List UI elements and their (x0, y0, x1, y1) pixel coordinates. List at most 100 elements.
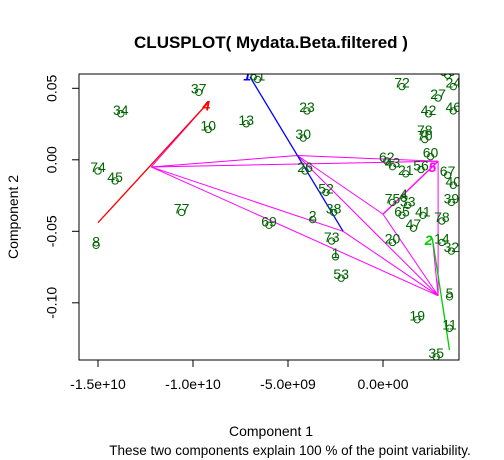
x-axis: -1.5e+10 -1.0e+10 -5.0e+09 0.0e+00 (70, 359, 409, 392)
point-label: 8 (92, 233, 100, 249)
cluster-label-2: 2 (424, 232, 433, 248)
point-marker (94, 167, 102, 175)
data-point: 79 (428, 57, 444, 73)
point-marker (322, 188, 330, 197)
point-marker (303, 107, 311, 115)
point-marker (253, 75, 262, 84)
data-point: 21 (398, 162, 414, 178)
point-marker (449, 82, 457, 91)
point-marker (449, 181, 457, 189)
point-label: 1 (332, 245, 340, 261)
point-marker (388, 198, 397, 207)
point-label: 74 (90, 159, 106, 175)
data-point: 10 (200, 117, 216, 133)
point-label: 72 (394, 75, 410, 91)
point-marker (445, 293, 454, 301)
point-marker (402, 170, 410, 178)
point-marker (413, 315, 421, 324)
data-point: 1 (332, 245, 340, 261)
point-label: 2 (309, 208, 317, 224)
point-marker (426, 152, 435, 161)
point-marker (383, 157, 391, 165)
data-point: 69 (261, 213, 277, 229)
point-marker (111, 177, 119, 185)
point-label: 32 (444, 239, 460, 255)
cluster-line-4 (97, 102, 209, 224)
point-label: 23 (299, 99, 315, 115)
point-label: 62 (379, 149, 395, 165)
point-marker (92, 241, 100, 250)
point-marker (195, 88, 203, 97)
point-label: 56 (413, 158, 429, 174)
point-label: 78 (417, 122, 433, 138)
point-label: 52 (318, 180, 334, 196)
point-label: 21 (398, 162, 414, 178)
point-marker (337, 274, 345, 282)
data-point: 5 (446, 285, 454, 301)
point-label: 13 (238, 112, 254, 128)
point-marker (438, 217, 446, 225)
point-marker (331, 253, 340, 261)
point-marker (404, 201, 412, 209)
point-marker (242, 120, 250, 128)
point-label: 38 (326, 200, 342, 216)
y-tick-label: 0.00 (44, 146, 60, 173)
chart-subtitle: These two components explain 100 % of th… (109, 443, 470, 458)
data-point: 23 (299, 99, 315, 115)
data-point: 38 (326, 200, 342, 216)
data-point: 37 (191, 80, 207, 96)
data-point: 60 (423, 145, 439, 161)
point-label: 73 (324, 229, 340, 245)
connector-line (297, 155, 439, 297)
data-point: 42 (421, 102, 437, 118)
y-tick-label: 0.05 (44, 74, 60, 101)
point-marker (447, 198, 456, 207)
y-axis: -0.10 -0.05 0.00 0.05 (44, 74, 80, 319)
point-label: 5 (446, 285, 454, 301)
point-label: 33 (400, 193, 416, 209)
point-marker (421, 135, 429, 144)
point-label: 27 (430, 86, 446, 102)
cluster-line-1 (249, 76, 344, 232)
point-marker (419, 211, 427, 219)
cluster-label-5: 5 (429, 159, 437, 175)
point-marker (433, 66, 439, 72)
data-point: 47 (406, 216, 422, 232)
data-point: 75 (385, 190, 401, 206)
point-marker (409, 224, 418, 232)
cluster-label-1: 1 (243, 67, 251, 83)
cluster-lines (97, 76, 451, 351)
point-marker (177, 208, 186, 217)
point-label: 11 (442, 316, 457, 332)
data-point: 56 (413, 158, 429, 174)
point-label: 34 (113, 102, 129, 118)
x-tick-label: -1.5e+10 (70, 376, 126, 392)
point-label: 35 (428, 345, 444, 361)
point-marker (388, 238, 397, 247)
data-point: 34 (113, 102, 129, 118)
data-point: 33 (400, 193, 416, 209)
data-point: 2 (309, 208, 317, 224)
point-label: 47 (406, 216, 422, 232)
data-point: 41 (415, 203, 431, 219)
point-marker (434, 94, 442, 102)
connector-line (342, 230, 439, 297)
data-point: 72 (394, 75, 410, 91)
connector-line (382, 213, 439, 296)
data-point: 46 (446, 99, 459, 115)
data-point: 62 (379, 149, 395, 165)
data-point: 52 (318, 180, 334, 196)
point-marker (388, 162, 397, 171)
point-marker (417, 165, 425, 174)
connector-line (150, 166, 439, 297)
point-label: 65 (394, 203, 410, 219)
data-point: 53 (333, 266, 349, 282)
point-label: 4 (400, 186, 408, 202)
point-label: 10 (200, 117, 216, 133)
data-point: 8 (92, 233, 100, 249)
point-label: 43 (385, 155, 401, 171)
point-marker (443, 171, 452, 179)
point-label: 69 (261, 213, 277, 229)
